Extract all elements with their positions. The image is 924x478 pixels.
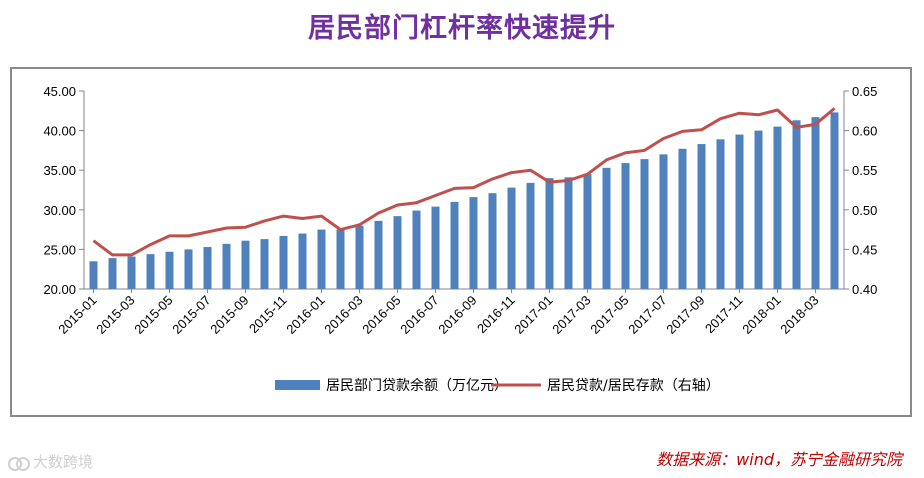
bar	[355, 225, 364, 289]
x-tick-label: 2017-05	[587, 293, 631, 337]
x-tick-label: 2015-01	[55, 293, 99, 337]
bar	[792, 120, 801, 289]
bar	[830, 112, 839, 289]
left-y-tick-label: 45.00	[43, 84, 76, 99]
bar	[754, 130, 763, 289]
x-tick-label: 2016-11	[474, 293, 518, 337]
x-tick-label: 2015-05	[131, 293, 175, 337]
bar	[716, 139, 725, 289]
bar	[488, 193, 497, 289]
legend: 居民部门贷款余额（万亿元） 居民贷款/居民存款（右轴）	[275, 377, 720, 394]
x-tick-label: 2017-01	[511, 293, 555, 337]
bar	[317, 229, 326, 289]
left-y-tick-label: 20.00	[43, 282, 76, 297]
x-tick-label: 2015-11	[246, 293, 290, 337]
bar	[260, 239, 269, 289]
bar	[241, 240, 250, 289]
bar	[431, 206, 440, 289]
bar	[526, 182, 535, 289]
bar-series	[89, 112, 839, 289]
left-y-tick-label: 40.00	[43, 124, 76, 139]
bar	[127, 256, 136, 289]
right-y-tick-label: 0.60	[852, 124, 877, 139]
bar	[279, 235, 288, 289]
x-tick-label: 2015-07	[169, 293, 213, 337]
bar	[412, 210, 421, 289]
x-tick-label: 2017-03	[549, 293, 593, 337]
bar	[773, 126, 782, 289]
right-y-tick-label: 0.40	[852, 282, 877, 297]
x-tick-label: 2016-09	[435, 293, 479, 337]
bar	[336, 229, 345, 289]
bar	[545, 178, 554, 289]
x-tick-label: 2015-09	[207, 293, 251, 337]
right-y-tick-label: 0.50	[852, 203, 877, 218]
line-path	[92, 107, 836, 257]
watermark-logo-icon	[8, 455, 30, 471]
bar	[697, 144, 706, 289]
bar	[659, 154, 668, 289]
x-tick-label: 2018-03	[777, 293, 821, 337]
left-y-tick-label: 25.00	[43, 242, 76, 257]
bar	[469, 197, 478, 289]
line-series	[92, 107, 836, 257]
right-y-tick-label: 0.55	[852, 163, 877, 178]
bar	[165, 251, 174, 289]
axes	[79, 90, 849, 293]
legend-label-line: 居民贷款/居民存款（右轴）	[547, 378, 720, 394]
tick-labels: 20.00 25.00 30.00 35.00 40.00 45.00 0.40 0.45 0.…	[43, 84, 877, 337]
x-tick-label: 2017-09	[663, 293, 707, 337]
bar	[374, 220, 383, 289]
bar	[678, 148, 687, 289]
x-tick-label: 2016-01	[283, 293, 327, 337]
x-tick-label: 2016-07	[397, 293, 441, 337]
bar	[602, 167, 611, 289]
bar	[203, 247, 212, 289]
bar	[583, 174, 592, 289]
bar	[89, 261, 98, 289]
bar	[811, 117, 820, 289]
left-y-tick-label: 30.00	[43, 203, 76, 218]
chart-frame	[10, 67, 912, 417]
x-tick-label: 2017-11	[702, 293, 746, 337]
bar	[393, 216, 402, 289]
bar	[450, 201, 459, 289]
x-tick-label: 2018-01	[739, 293, 783, 337]
bar	[507, 187, 516, 289]
bar	[184, 249, 193, 289]
bar	[621, 163, 630, 289]
bar	[146, 254, 155, 289]
x-tick-label: 2016-03	[321, 293, 365, 337]
x-tick-label: 2015-03	[93, 293, 137, 337]
bar	[640, 159, 649, 289]
watermark: 大数跨境	[8, 451, 93, 472]
left-y-tick-label: 35.00	[43, 163, 76, 178]
source-note: 数据来源：wind，苏宁金融研究院	[656, 450, 902, 469]
bar	[298, 233, 307, 289]
bar	[222, 243, 231, 289]
x-tick-label: 2016-05	[359, 293, 403, 337]
legend-label-bars: 居民部门贷款余额（万亿元）	[326, 377, 508, 394]
x-tick-label: 2017-07	[625, 293, 669, 337]
right-y-tick-label: 0.65	[852, 84, 877, 99]
legend-swatch-bars	[275, 380, 320, 390]
right-y-tick-label: 0.45	[852, 242, 877, 257]
bar	[735, 134, 744, 289]
watermark-text: 大数跨境	[33, 453, 94, 471]
chart-title: 居民部门杠杆率快速提升	[308, 13, 616, 44]
bar	[564, 177, 573, 289]
bar	[108, 258, 117, 289]
